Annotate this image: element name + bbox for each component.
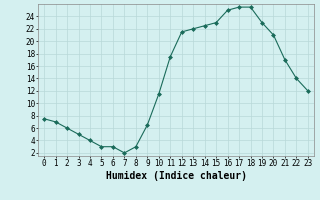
X-axis label: Humidex (Indice chaleur): Humidex (Indice chaleur): [106, 171, 246, 181]
